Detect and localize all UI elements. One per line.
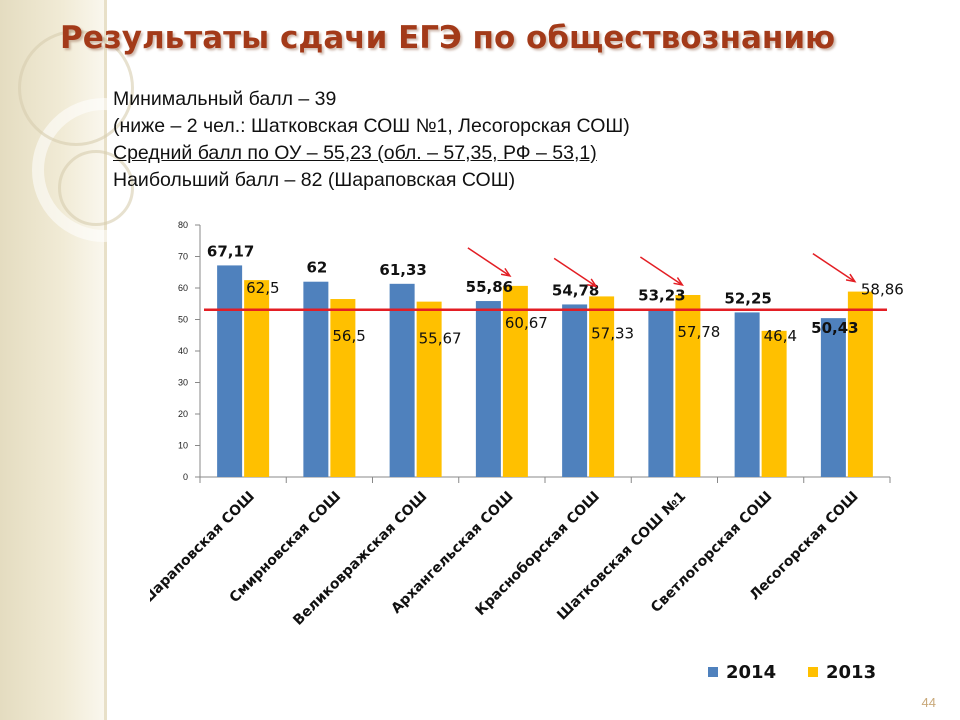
- data-label-2014-0: 67,17: [207, 242, 254, 260]
- bar-2014-7: [820, 318, 846, 477]
- arrow-7: [812, 252, 856, 283]
- data-label-2013-6: 46,4: [764, 327, 797, 345]
- y-tick-label: 80: [178, 220, 188, 230]
- y-tick-label: 50: [178, 315, 188, 325]
- bar-2013-2: [416, 301, 442, 477]
- legend-label-2013: 2013: [826, 661, 877, 683]
- arrow-head-5: [673, 277, 684, 287]
- y-tick-label: 60: [178, 283, 188, 293]
- info-block: Минимальный балл – 39 (ниже – 2 чел.: Ша…: [113, 86, 630, 194]
- y-tick-label: 70: [178, 252, 188, 262]
- legend-label-2014: 2014: [726, 661, 777, 683]
- bar-2013-0: [244, 280, 270, 477]
- bar-2014-4: [562, 304, 588, 477]
- arrow-5: [639, 256, 683, 286]
- data-label-2013-3: 60,67: [505, 314, 548, 332]
- legend-item-2014: 2014: [708, 658, 776, 686]
- data-label-2013-7: 58,86: [861, 281, 904, 299]
- bar-2013-4: [589, 296, 615, 477]
- data-label-2013-1: 56,5: [332, 327, 365, 345]
- page-number: 44: [921, 695, 936, 710]
- arrow-head-4: [587, 278, 598, 288]
- bar-2013-5: [675, 294, 701, 477]
- bar-2013-7: [847, 291, 873, 477]
- arrow-3: [467, 247, 511, 277]
- slide-title: Результаты сдачи ЕГЭ по обществознанию: [60, 20, 836, 56]
- bar-2014-6: [734, 312, 760, 477]
- info-line-min-score: Минимальный балл – 39: [113, 88, 337, 110]
- data-label-2013-4: 57,33: [591, 324, 634, 342]
- bar-2013-3: [502, 285, 528, 477]
- data-label-2014-4: 54,78: [552, 281, 599, 299]
- arrow-head-7: [845, 273, 857, 283]
- data-label-2014-2: 61,33: [379, 261, 426, 279]
- legend-swatch-2013: [808, 667, 818, 677]
- y-tick-label: 0: [183, 472, 188, 482]
- arrow-4: [553, 257, 597, 288]
- decorative-ring-small: [58, 150, 134, 226]
- data-label-2014-1: 62: [306, 259, 327, 277]
- bar-2014-1: [303, 281, 329, 477]
- data-label-2014-7: 50,43: [811, 319, 858, 337]
- data-label-2013-0: 62,5: [246, 279, 279, 297]
- y-tick-label: 20: [178, 409, 188, 419]
- y-tick-label: 30: [178, 378, 188, 388]
- data-label-2014-3: 55,86: [466, 278, 513, 296]
- bar-2013-1: [330, 299, 356, 477]
- data-label-2013-5: 57,78: [677, 323, 720, 341]
- decorative-ring-thin: [18, 30, 134, 146]
- y-tick-label: 40: [178, 346, 188, 356]
- info-line-max-score: Наибольший балл – 82 (Шараповская СОШ): [113, 169, 516, 191]
- bar-2014-3: [475, 301, 501, 477]
- y-tick-label: 10: [178, 441, 188, 451]
- info-line-below-min: (ниже – 2 чел.: Шатковская СОШ №1, Лесог…: [113, 115, 630, 137]
- data-label-2014-5: 53,23: [638, 286, 685, 304]
- bar-2014-5: [648, 309, 674, 477]
- arrow-head-3: [500, 267, 512, 277]
- legend-item-2013: 2013: [808, 658, 876, 686]
- legend-swatch-2014: [708, 667, 718, 677]
- bar-chart: 0 10 20 30 40 50 60 70 80 67,17 62 61,33 55,86 54,78 5…: [150, 220, 904, 629]
- data-label-2014-6: 52,25: [724, 289, 771, 307]
- side-band-edge: [104, 0, 107, 720]
- bar-2014-0: [217, 265, 243, 477]
- bar-2014-2: [389, 283, 415, 477]
- bar-2013-6: [761, 330, 787, 477]
- data-label-2013-2: 55,67: [419, 330, 462, 348]
- info-line-average: Средний балл по ОУ – 55,23 (обл. – 57,35…: [113, 142, 597, 164]
